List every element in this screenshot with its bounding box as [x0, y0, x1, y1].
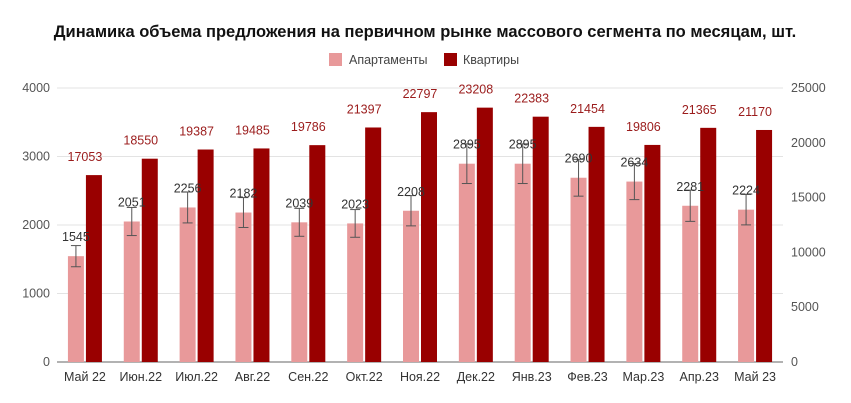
- data-label-apartments: 2224: [732, 184, 760, 198]
- x-tick-label: Июл.22: [175, 370, 218, 384]
- bar-apartments: [403, 210, 419, 362]
- bar-apartments: [570, 177, 587, 362]
- bar-flats: [700, 127, 717, 362]
- x-tick-label: Апр.23: [680, 370, 719, 384]
- bar-flats: [309, 145, 326, 362]
- bar-apartments: [682, 205, 699, 362]
- data-label-flats: 19485: [235, 123, 270, 137]
- y-right-tick-label: 15000: [791, 191, 826, 205]
- y-right-tick-label: 25000: [791, 81, 826, 95]
- x-axis: Май 22 Июн.22 Июл.22 Авг.22 Сен.22 Окт.22 Ноя.…: [64, 370, 776, 384]
- x-tick-label: Янв.23: [512, 370, 552, 384]
- legend-swatch-flats: [444, 53, 457, 66]
- data-label-flats: 21454: [570, 102, 605, 116]
- legend: Апартаменты Квартиры: [329, 53, 519, 67]
- data-label-flats: 22383: [514, 92, 549, 106]
- data-labels: 1545 17053 2051 18550 2256 19387 2182 19485 2039…: [62, 83, 772, 245]
- y-left-tick-label: 0: [43, 355, 50, 369]
- bar-flats: [588, 126, 605, 362]
- data-label-flats: 21397: [347, 102, 382, 116]
- y-left-tick-label: 1000: [22, 287, 50, 301]
- data-label-flats: 22797: [403, 87, 438, 101]
- data-label-apartments: 2208: [397, 185, 425, 199]
- x-tick-label: Авг.22: [235, 370, 270, 384]
- y-left-tick-label: 3000: [22, 150, 50, 164]
- bar-flats: [197, 149, 214, 362]
- data-label-apartments: 2895: [509, 138, 537, 152]
- bar-flats: [85, 175, 102, 362]
- bar-apartments: [235, 212, 252, 362]
- bar-flats: [532, 116, 549, 363]
- chart-title: Динамика объема предложения на первичном…: [54, 23, 796, 41]
- x-tick-label: Окт.22: [346, 370, 383, 384]
- bar-flats: [644, 144, 661, 362]
- bar-flats: [756, 129, 773, 362]
- y-right-tick-label: 5000: [791, 300, 819, 314]
- data-label-flats: 23208: [458, 83, 493, 97]
- data-label-flats: 17053: [68, 150, 103, 164]
- bar-apartments: [123, 221, 140, 362]
- data-label-apartments: 1545: [62, 230, 90, 244]
- x-tick-label: Дек.22: [457, 370, 495, 384]
- bar-flats: [421, 112, 437, 362]
- bar-apartments: [626, 181, 643, 362]
- legend-label-apartments: Апартаменты: [349, 53, 427, 67]
- x-tick-label: Май 22: [64, 370, 106, 384]
- y-left-tick-label: 2000: [22, 218, 50, 232]
- data-label-flats: 21170: [738, 105, 772, 119]
- y-left-tick-label: 4000: [22, 81, 50, 95]
- x-tick-label: Сен.22: [288, 370, 328, 384]
- data-label-apartments: 2051: [118, 196, 146, 210]
- x-tick-label: Ноя.22: [400, 370, 440, 384]
- x-tick-label: Мар.23: [622, 370, 664, 384]
- bar-apartments: [738, 209, 755, 362]
- x-tick-label: Фев.23: [567, 370, 608, 384]
- data-label-flats: 18550: [123, 134, 158, 148]
- x-tick-label: Май 23: [734, 370, 776, 384]
- data-label-apartments: 2895: [453, 138, 481, 152]
- data-label-apartments: 2023: [341, 197, 369, 211]
- data-label-flats: 19387: [179, 125, 214, 139]
- bar-apartments: [514, 163, 531, 362]
- legend-swatch-apartments: [329, 53, 342, 66]
- bar-apartments: [291, 222, 308, 362]
- data-label-flats: 19786: [291, 120, 326, 134]
- data-label-apartments: 2690: [565, 152, 593, 166]
- y-right-tick-label: 0: [791, 355, 798, 369]
- y-right-tick-label: 20000: [791, 136, 826, 150]
- data-label-apartments: 2281: [676, 180, 704, 194]
- bar-apartments: [67, 256, 84, 362]
- data-label-apartments: 2634: [620, 156, 648, 170]
- bar-apartments: [179, 207, 196, 362]
- y-right-tick-label: 10000: [791, 245, 826, 259]
- bar-flats: [365, 127, 382, 362]
- data-label-apartments: 2182: [230, 187, 258, 201]
- bars: [67, 107, 773, 363]
- data-label-flats: 19806: [626, 120, 661, 134]
- y-axis-right: 0 5000 10000 15000 20000 25000: [791, 81, 826, 369]
- bar-apartments: [458, 163, 475, 362]
- bar-apartments: [347, 223, 364, 362]
- error-bars: [70, 143, 752, 268]
- data-label-flats: 21365: [682, 103, 717, 117]
- data-label-apartments: 2039: [285, 196, 313, 210]
- gridlines: [57, 87, 783, 363]
- bar-flats: [476, 107, 493, 362]
- legend-label-flats: Квартиры: [463, 53, 519, 67]
- x-tick-label: Июн.22: [119, 370, 162, 384]
- bar-flats: [141, 158, 158, 362]
- data-label-apartments: 2256: [174, 181, 202, 195]
- y-axis-left: 0 1000 2000 3000 4000: [22, 81, 50, 369]
- bar-flats: [253, 148, 270, 362]
